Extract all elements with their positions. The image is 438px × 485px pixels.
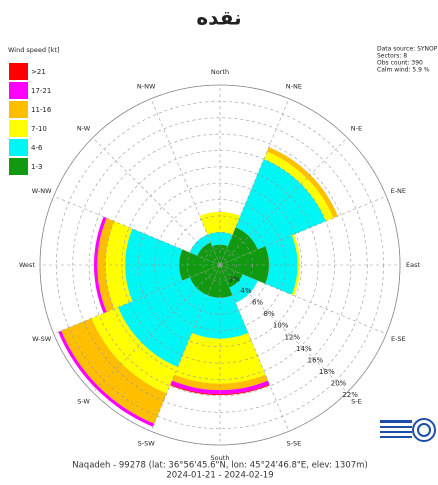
grid-ring — [203, 248, 237, 282]
legend-swatch — [9, 101, 28, 118]
direction-label: North — [211, 68, 229, 76]
legend-label: >21 — [31, 68, 46, 76]
info-text: Data source: SYNOP — [377, 46, 438, 53]
wedge — [105, 221, 133, 309]
direction-label: S-E — [351, 397, 362, 405]
footer-text: 2024-01-21 - 2024-02-19 — [166, 471, 273, 481]
direction-label: N-NW — [137, 83, 156, 91]
chart-title: نقده — [196, 6, 241, 30]
legend-swatch — [9, 63, 28, 80]
grid-spoke — [219, 264, 290, 432]
r-tick-label: 14% — [296, 345, 312, 353]
legend-swatch — [9, 139, 28, 156]
wedge — [191, 295, 249, 339]
grid-spoke — [150, 98, 221, 266]
grid-ring — [72, 117, 368, 413]
r-tick-label: 20% — [331, 380, 347, 388]
info-text: Sectors: 8 — [377, 53, 407, 60]
direction-label: S-W — [77, 397, 90, 405]
grid-spoke — [219, 264, 387, 335]
direction-label: N-E — [351, 125, 362, 133]
legend-label: 4-6 — [31, 144, 43, 152]
grid-ring — [137, 182, 303, 348]
outer-ring — [39, 84, 401, 446]
wedge — [291, 234, 301, 296]
legend-label: 17-21 — [31, 87, 51, 95]
wedge — [212, 244, 228, 265]
grid-spoke — [219, 264, 348, 393]
r-tick-label: 8% — [264, 310, 275, 318]
direction-label: E-NE — [391, 187, 406, 195]
wedge — [61, 318, 167, 424]
r-tick-label: 4% — [240, 287, 251, 295]
direction-label: E-SE — [391, 335, 406, 343]
grid-spoke — [92, 137, 221, 266]
legend-title: Wind speed [kt] — [8, 46, 60, 54]
info-text: Calm wind: 5.9 % — [377, 67, 430, 74]
grid-ring — [154, 199, 286, 331]
wedge — [189, 234, 211, 256]
grid-spoke — [219, 137, 348, 266]
direction-label: S-SE — [286, 439, 301, 447]
wedge — [266, 147, 338, 219]
wedge — [93, 216, 107, 314]
grid-spoke — [219, 195, 387, 266]
r-tick-label: 22% — [342, 391, 358, 399]
direction-label: W-SW — [32, 335, 52, 343]
direction-label: S-SW — [138, 439, 156, 447]
legend-swatch — [9, 120, 28, 137]
wedge — [199, 211, 241, 235]
direction-label: West — [19, 261, 35, 269]
grid-spoke — [53, 264, 221, 335]
wedge — [170, 380, 270, 395]
direction-label: N-NE — [286, 83, 302, 91]
legend-label: 11-16 — [31, 106, 52, 114]
r-tick-label: 16% — [308, 356, 324, 364]
legend-label: 1-3 — [31, 163, 42, 171]
wedge — [174, 333, 266, 384]
grid-spoke — [92, 264, 221, 393]
info-text: Obs count: 390 — [377, 60, 423, 67]
direction-label: East — [406, 261, 420, 269]
legend-swatch — [9, 82, 28, 99]
grid-ring — [88, 133, 352, 397]
grid-spoke — [53, 195, 221, 266]
r-tick-label: 2% — [229, 275, 240, 283]
r-tick-label: 12% — [284, 333, 300, 341]
logo — [380, 418, 436, 442]
direction-label: W-NW — [32, 187, 52, 195]
legend-label: 7-10 — [31, 125, 47, 133]
wedge — [263, 151, 334, 222]
r-tick-label: 6% — [252, 299, 263, 307]
grid-spoke — [219, 98, 290, 266]
direction-label: South — [211, 454, 230, 462]
r-tick-label: 10% — [273, 322, 289, 330]
wedge — [229, 274, 258, 303]
legend-swatch — [9, 158, 28, 175]
wedge — [170, 384, 270, 396]
footer-text: Naqadeh - 99278 (lat: 36°56'45.6"N, lon:… — [72, 461, 368, 471]
wedge — [97, 218, 115, 312]
wedge — [172, 374, 268, 391]
direction-label: N-W — [77, 125, 91, 133]
r-tick-label: 18% — [319, 368, 335, 376]
